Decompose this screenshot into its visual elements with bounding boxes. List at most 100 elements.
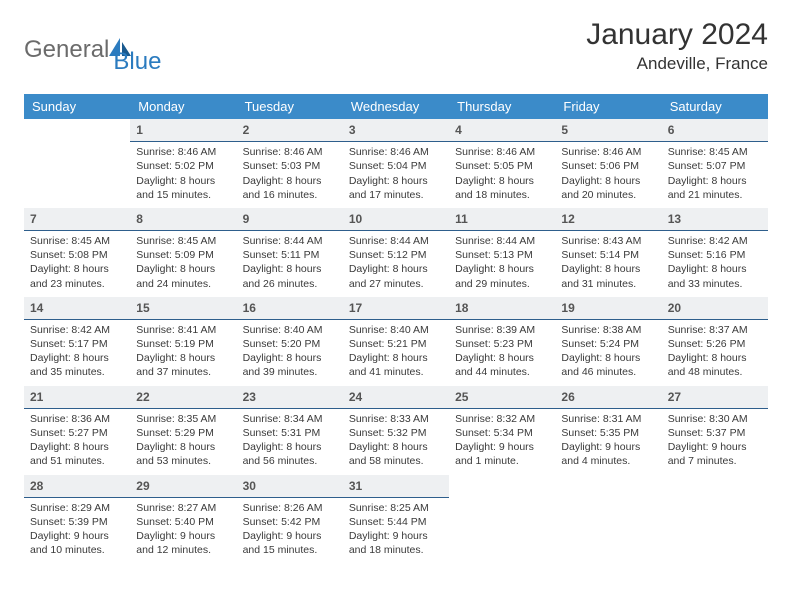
day-line: Sunrise: 8:30 AM (668, 412, 762, 426)
calendar-cell: 15Sunrise: 8:41 AMSunset: 5:19 PMDayligh… (130, 297, 236, 386)
day-number: 1 (130, 119, 236, 142)
day-line: Sunrise: 8:36 AM (30, 412, 124, 426)
calendar-cell: 16Sunrise: 8:40 AMSunset: 5:20 PMDayligh… (237, 297, 343, 386)
day-line: Sunrise: 8:29 AM (30, 501, 124, 515)
day-line: Daylight: 8 hours (668, 351, 762, 365)
day-number: 28 (24, 475, 130, 498)
day-body: Sunrise: 8:26 AMSunset: 5:42 PMDaylight:… (237, 498, 343, 564)
day-number: 2 (237, 119, 343, 142)
day-line: and 41 minutes. (349, 365, 443, 379)
day-number: 11 (449, 208, 555, 231)
day-number: 29 (130, 475, 236, 498)
day-line: Daylight: 8 hours (668, 262, 762, 276)
calendar-cell: 27Sunrise: 8:30 AMSunset: 5:37 PMDayligh… (662, 386, 768, 475)
weekday-header: Sunday (24, 94, 130, 119)
day-body: Sunrise: 8:36 AMSunset: 5:27 PMDaylight:… (24, 409, 130, 475)
day-body: Sunrise: 8:32 AMSunset: 5:34 PMDaylight:… (449, 409, 555, 475)
day-body: Sunrise: 8:42 AMSunset: 5:17 PMDaylight:… (24, 320, 130, 386)
day-body: Sunrise: 8:34 AMSunset: 5:31 PMDaylight:… (237, 409, 343, 475)
calendar-cell: 5Sunrise: 8:46 AMSunset: 5:06 PMDaylight… (555, 119, 661, 208)
day-number: 20 (662, 297, 768, 320)
day-line: Sunrise: 8:25 AM (349, 501, 443, 515)
day-line: Sunset: 5:14 PM (561, 248, 655, 262)
day-line: and 7 minutes. (668, 454, 762, 468)
day-line: Daylight: 8 hours (561, 351, 655, 365)
day-body: Sunrise: 8:45 AMSunset: 5:08 PMDaylight:… (24, 231, 130, 297)
day-line: Sunrise: 8:45 AM (136, 234, 230, 248)
calendar-cell: 20Sunrise: 8:37 AMSunset: 5:26 PMDayligh… (662, 297, 768, 386)
day-line: Sunset: 5:19 PM (136, 337, 230, 351)
day-line: and 53 minutes. (136, 454, 230, 468)
day-line: Sunrise: 8:26 AM (243, 501, 337, 515)
calendar-cell: 9Sunrise: 8:44 AMSunset: 5:11 PMDaylight… (237, 208, 343, 297)
day-line: Sunset: 5:39 PM (30, 515, 124, 529)
day-number: 23 (237, 386, 343, 409)
day-line: Sunrise: 8:39 AM (455, 323, 549, 337)
day-line: Daylight: 8 hours (30, 262, 124, 276)
day-body: Sunrise: 8:42 AMSunset: 5:16 PMDaylight:… (662, 231, 768, 297)
calendar-cell: 2Sunrise: 8:46 AMSunset: 5:03 PMDaylight… (237, 119, 343, 208)
calendar-cell: 25Sunrise: 8:32 AMSunset: 5:34 PMDayligh… (449, 386, 555, 475)
calendar-table: SundayMondayTuesdayWednesdayThursdayFrid… (24, 94, 768, 563)
day-line: and 26 minutes. (243, 277, 337, 291)
logo-text-general: General (24, 36, 109, 64)
day-line: Sunrise: 8:31 AM (561, 412, 655, 426)
day-line: Sunrise: 8:46 AM (455, 145, 549, 159)
day-line: and 31 minutes. (561, 277, 655, 291)
day-line: and 18 minutes. (349, 543, 443, 557)
day-line: and 33 minutes. (668, 277, 762, 291)
day-line: Sunset: 5:31 PM (243, 426, 337, 440)
day-line: and 37 minutes. (136, 365, 230, 379)
calendar-cell: 17Sunrise: 8:40 AMSunset: 5:21 PMDayligh… (343, 297, 449, 386)
location-label: Andeville, France (586, 54, 768, 74)
day-number: 31 (343, 475, 449, 498)
day-line: and 10 minutes. (30, 543, 124, 557)
calendar-cell: 12Sunrise: 8:43 AMSunset: 5:14 PMDayligh… (555, 208, 661, 297)
day-line: Sunset: 5:40 PM (136, 515, 230, 529)
calendar-cell: 1Sunrise: 8:46 AMSunset: 5:02 PMDaylight… (130, 119, 236, 208)
day-body: Sunrise: 8:38 AMSunset: 5:24 PMDaylight:… (555, 320, 661, 386)
weekday-header: Monday (130, 94, 236, 119)
day-body: Sunrise: 8:46 AMSunset: 5:05 PMDaylight:… (449, 142, 555, 208)
day-body: Sunrise: 8:25 AMSunset: 5:44 PMDaylight:… (343, 498, 449, 564)
day-line: Daylight: 9 hours (136, 529, 230, 543)
day-line: Sunrise: 8:46 AM (561, 145, 655, 159)
calendar-body: 1 Sunrise: 8:46 AM Sunset: 5:02 PM Daylight… (24, 119, 768, 563)
day-line: Sunrise: 8:40 AM (243, 323, 337, 337)
day-line: and 15 minutes. (136, 188, 230, 202)
logo: General Blue (24, 18, 161, 76)
calendar-cell: 31Sunrise: 8:25 AMSunset: 5:44 PMDayligh… (343, 475, 449, 564)
day-line: and 44 minutes. (455, 365, 549, 379)
day-line: Daylight: 8 hours (561, 262, 655, 276)
day-body: Sunrise: 8:39 AMSunset: 5:23 PMDaylight:… (449, 320, 555, 386)
day-line: Sunrise: 8:41 AM (136, 323, 230, 337)
day-body: Sunrise: 8:43 AMSunset: 5:14 PMDaylight:… (555, 231, 661, 297)
day-line: Daylight: 9 hours (349, 529, 443, 543)
calendar-cell (662, 475, 768, 564)
day-line: and 46 minutes. (561, 365, 655, 379)
day-line: Daylight: 8 hours (561, 174, 655, 188)
day-line: Daylight: 8 hours (349, 351, 443, 365)
day-line: Sunset: 5:02 PM (136, 159, 230, 173)
day-body: Sunrise: 8:44 AMSunset: 5:12 PMDaylight:… (343, 231, 449, 297)
day-number: 19 (555, 297, 661, 320)
day-line: Daylight: 8 hours (30, 351, 124, 365)
day-line: Sunset: 5:37 PM (668, 426, 762, 440)
day-line: Daylight: 8 hours (243, 174, 337, 188)
day-line: Sunset: 5:04 PM (349, 159, 443, 173)
calendar-cell: 21Sunrise: 8:36 AMSunset: 5:27 PMDayligh… (24, 386, 130, 475)
day-line: Daylight: 8 hours (668, 174, 762, 188)
day-line: Daylight: 9 hours (561, 440, 655, 454)
day-body: Sunrise: 8:35 AMSunset: 5:29 PMDaylight:… (130, 409, 236, 475)
day-line: and 18 minutes. (455, 188, 549, 202)
day-number: 16 (237, 297, 343, 320)
day-line: Daylight: 9 hours (455, 440, 549, 454)
calendar-cell (555, 475, 661, 564)
day-line: Sunrise: 8:33 AM (349, 412, 443, 426)
day-line: Sunset: 5:12 PM (349, 248, 443, 262)
day-line: Sunset: 5:05 PM (455, 159, 549, 173)
day-line: Sunrise: 8:42 AM (30, 323, 124, 337)
day-line: Daylight: 8 hours (243, 351, 337, 365)
day-number: 22 (130, 386, 236, 409)
calendar-cell: 13Sunrise: 8:42 AMSunset: 5:16 PMDayligh… (662, 208, 768, 297)
